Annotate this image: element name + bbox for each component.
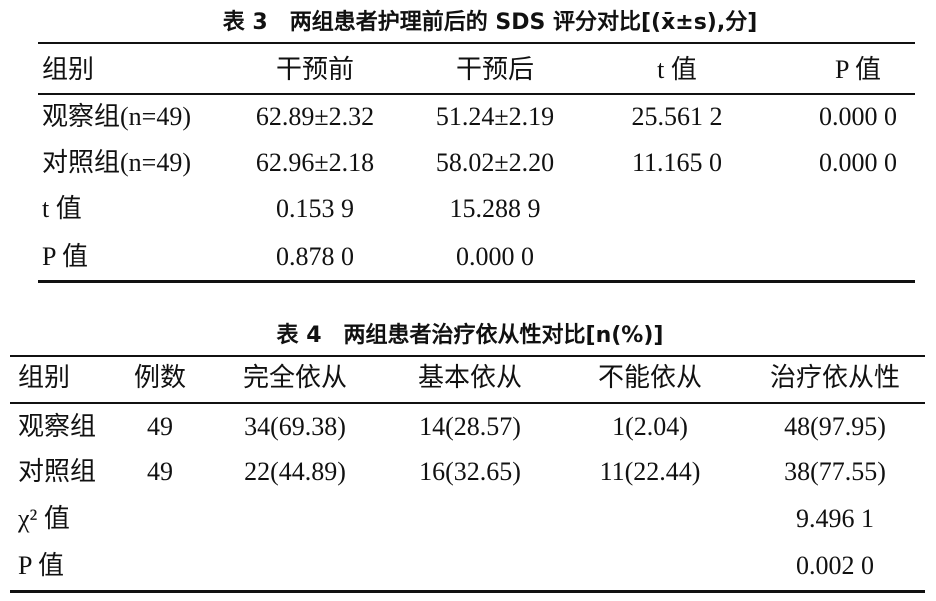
table-rule (38, 42, 915, 44)
table-cell: 62.96±2.18 (255, 148, 375, 177)
header-cell: 组别 (42, 55, 95, 84)
table-cell: 1(2.04) (612, 412, 688, 441)
table-rule (10, 355, 925, 357)
table-cell: 观察组 (18, 412, 97, 441)
table-cell: 49 (147, 412, 173, 441)
table-cell: 34(69.38) (244, 412, 346, 441)
table-cell: 0.002 0 (796, 551, 874, 580)
table-cell: P 值 (42, 242, 88, 271)
header-cell: 例数 (133, 363, 187, 392)
table-cell: 49 (147, 457, 173, 486)
table-cell: 14(28.57) (419, 412, 521, 441)
table-cell: P 值 (18, 551, 64, 580)
table-cell: 16(32.65) (419, 457, 521, 486)
header-cell: 干预后 (455, 55, 535, 84)
table-cell: 15.288 9 (449, 194, 541, 223)
table-cell: 48(97.95) (784, 412, 886, 441)
table-rule (10, 590, 925, 593)
table-title: 表 4 两组患者治疗依从性对比[n(%)] (276, 323, 664, 348)
table-cell: 11(22.44) (599, 457, 701, 486)
header-cell: 完全依从 (242, 363, 348, 392)
table-cell: 0.153 9 (276, 194, 354, 223)
table-cell: 9.496 1 (796, 504, 874, 533)
table-rule (38, 93, 915, 95)
header-cell: P 值 (835, 55, 881, 84)
table-cell: 观察组(n=49) (42, 102, 191, 131)
table-cell: 0.878 0 (276, 242, 354, 271)
header-cell: t 值 (657, 55, 697, 84)
header-cell: 治疗依从性 (769, 363, 901, 392)
table-rule (38, 280, 915, 283)
table-cell: 0.000 0 (456, 242, 534, 271)
header-cell: 组别 (18, 363, 71, 392)
table-cell: 38(77.55) (784, 457, 886, 486)
header-cell: 不能依从 (597, 363, 703, 392)
table-title: 表 3 两组患者护理前后的 SDS 评分对比[(x̄±s),分] (222, 10, 758, 35)
table-cell: 62.89±2.32 (255, 102, 375, 131)
table-cell: 0.000 0 (819, 148, 897, 177)
table-cell: t 值 (42, 194, 82, 223)
table-cell: 58.02±2.20 (435, 148, 555, 177)
table-cell: 22(44.89) (244, 457, 346, 486)
table-rule (10, 402, 925, 404)
table-cell: 25.561 2 (631, 102, 723, 131)
table-cell: 51.24±2.19 (435, 102, 555, 131)
table-cell: 0.000 0 (819, 102, 897, 131)
table-cell: 11.165 0 (631, 148, 723, 177)
table-cell: 对照组(n=49) (42, 148, 191, 177)
table-cell: χ² 值 (18, 504, 70, 533)
table-cell: 对照组 (18, 457, 97, 486)
header-cell: 基本依从 (417, 363, 523, 392)
header-cell: 干预前 (275, 55, 355, 84)
